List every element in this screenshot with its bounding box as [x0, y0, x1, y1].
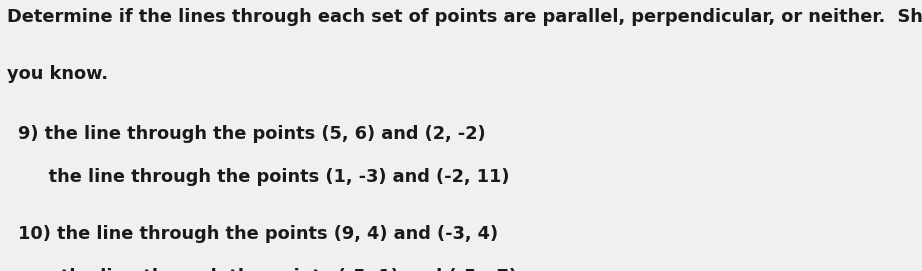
Text: the line through the points (-5, 1) and (-5, -7): the line through the points (-5, 1) and … — [18, 268, 517, 271]
Text: you know.: you know. — [7, 65, 109, 83]
Text: Determine if the lines through each set of points are parallel, perpendicular, o: Determine if the lines through each set … — [7, 8, 922, 26]
Text: 9) the line through the points (5, 6) and (2, -2): 9) the line through the points (5, 6) an… — [18, 125, 486, 143]
Text: 10) the line through the points (9, 4) and (-3, 4): 10) the line through the points (9, 4) a… — [18, 225, 499, 243]
Text: the line through the points (1, -3) and (-2, 11): the line through the points (1, -3) and … — [18, 168, 510, 186]
